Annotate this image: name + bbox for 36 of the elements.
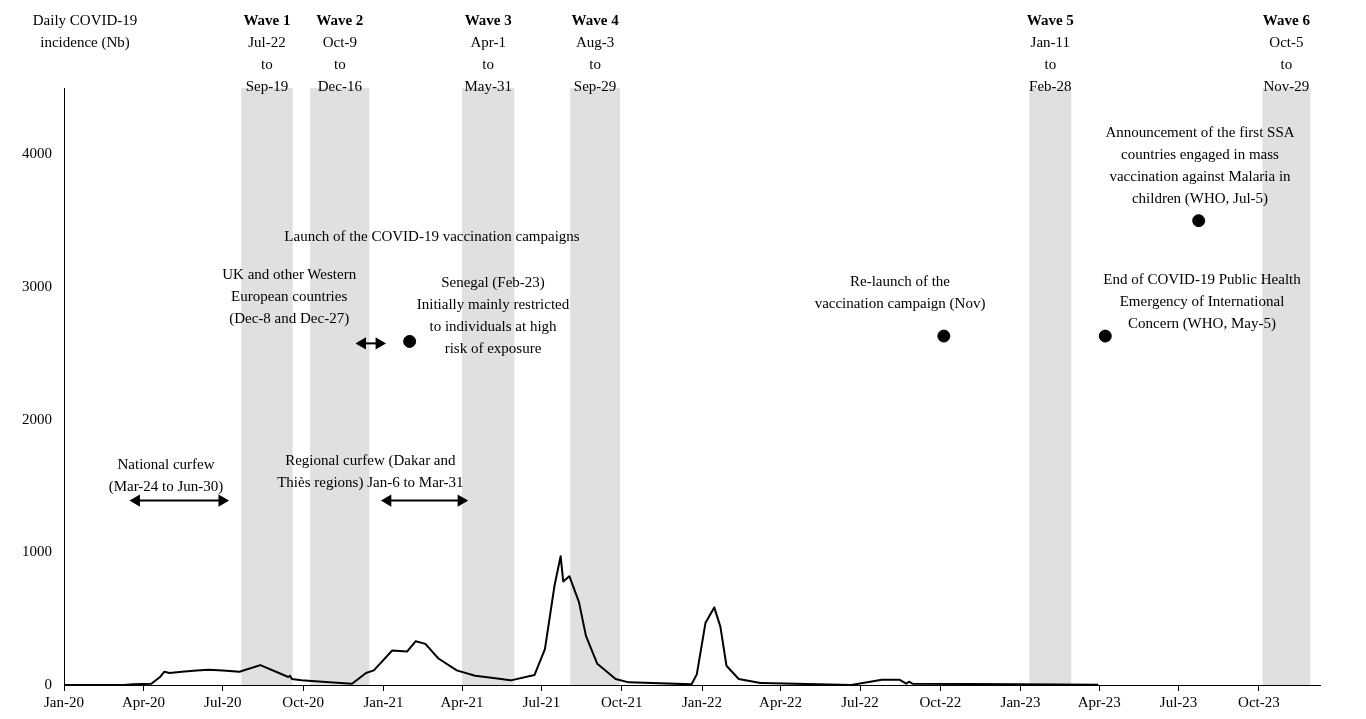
x-tick-label: Apr-20: [121, 693, 165, 710]
x-tick-label: Jan-21: [363, 693, 404, 710]
x-tick-label: Oct-20: [282, 693, 324, 710]
x-tick-label: Jan-22: [682, 693, 723, 710]
x-tick-label: Jan-20: [44, 693, 84, 710]
band-label: Wave 6 Oct-5 to Nov-29: [1262, 11, 1311, 94]
x-tick-label: Apr-23: [1077, 693, 1121, 710]
band-label: Wave 4 Aug-3 to Sep-29: [571, 11, 620, 94]
annotation: Announcement of the first SSA countries engaged in mass vaccination against Malaria in children (WHO, Jul-5): [1105, 123, 1295, 207]
annotation: Regional curfew (Dakar and Thiès regions) Jan-6 to Mar-31: [277, 452, 464, 492]
x-tick-label: Jul-23: [1159, 693, 1198, 710]
x-tick-label: Jul-20: [204, 693, 242, 710]
y-tick-label: 1000: [22, 543, 52, 560]
x-tick-label: Jul-21: [522, 693, 561, 710]
y-tick-label: 3000: [22, 277, 52, 294]
annotation: UK and other Western European countries (Dec-8 and Dec-27): [222, 266, 357, 328]
x-tick-label: Oct-23: [1238, 693, 1280, 710]
y-tick-label: 4000: [22, 145, 52, 162]
x-tick-label: Apr-22: [759, 693, 803, 710]
y-tick-label: 0: [44, 675, 52, 692]
annotation: Senegal (Feb-23) Initially mainly restricted to individuals at high risk of exposure: [416, 273, 570, 356]
x-tick-label: Oct-22: [919, 693, 962, 710]
y-tick-label: 2000: [22, 410, 52, 427]
annotation: End of COVID-19 Public Health Emergency of International Concern (WHO, May-5): [1103, 270, 1302, 332]
y-axis-title: Daily COVID-19 incidence (Nb): [32, 11, 138, 51]
band-label: Wave 2 Oct-9 to Dec-16: [316, 11, 364, 94]
x-tick-label: Jan-23: [1000, 693, 1041, 710]
annotation: Re-launch of the vaccination campaign (Nov): [814, 272, 986, 312]
x-tick-label: Apr-21: [440, 693, 484, 710]
x-tick-label: Oct-21: [600, 693, 643, 710]
band-label: Wave 5 Jan-11 to Feb-28: [1026, 11, 1074, 94]
annotation: National curfew (Mar-24 to Jun-30): [108, 455, 224, 495]
band-label: Wave 3 Apr-1 to May-31: [464, 11, 512, 94]
x-tick-label: Jul-22: [841, 693, 879, 710]
band-label: Wave 1 Jul-22 to Sep-19: [243, 11, 291, 94]
annotation: Launch of the COVID-19 vaccination campaigns: [284, 227, 580, 244]
